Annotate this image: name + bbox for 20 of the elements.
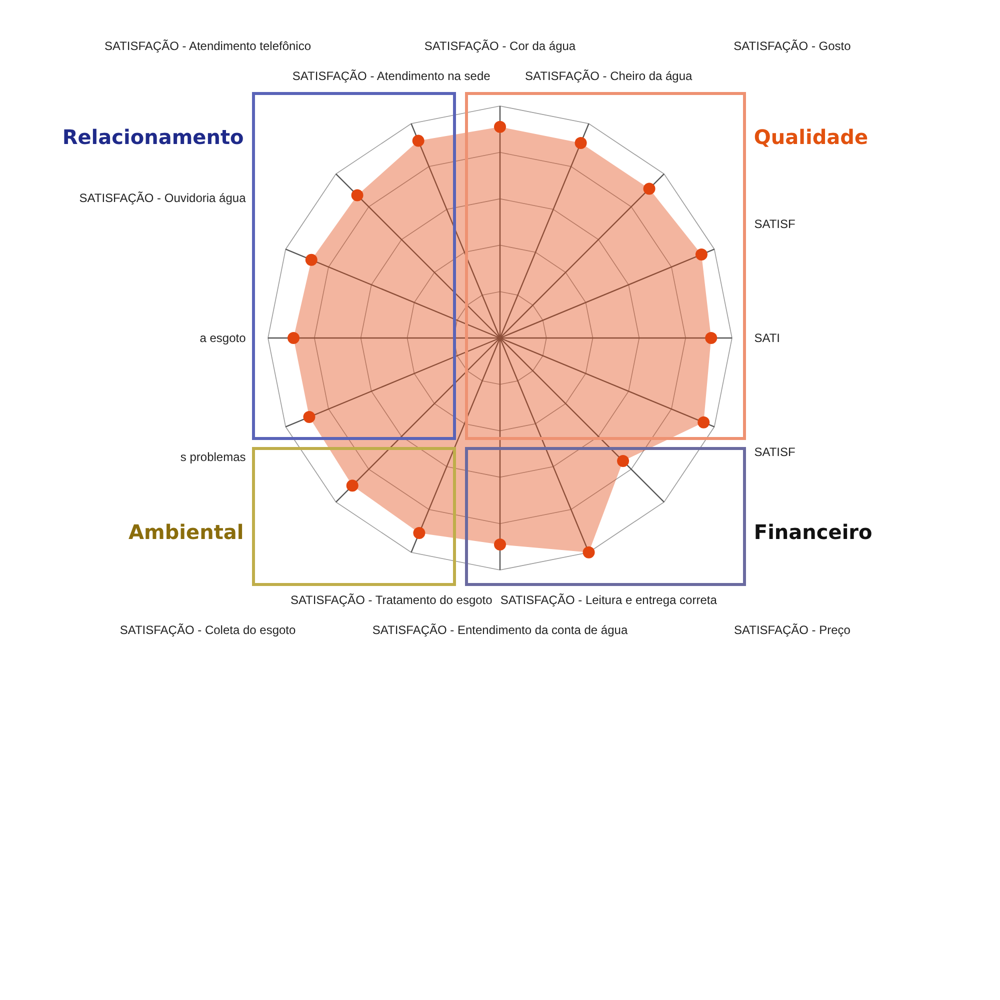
spoke-label: SATISF (754, 217, 796, 232)
spoke-label: SATISFAÇÃO - Tratamento do esgoto (290, 593, 492, 608)
spoke-label: SATISFAÇÃO - Entendimento da conta de água (372, 623, 628, 638)
spoke-label: SATISFAÇÃO - Ouvidoria água (79, 191, 246, 206)
text: Financeiro (754, 520, 872, 544)
spoke-label: SATISFAÇÃO - Coleta do esgoto (120, 623, 296, 638)
spoke-label: SATISFAÇÃO - Cheiro da água (525, 68, 692, 83)
spoke-label: s problemas (180, 450, 246, 464)
text: Ambiental (128, 520, 244, 544)
spoke-label: SATISFAÇÃO - Leitura e entrega correta (500, 593, 717, 608)
spoke-label: SATI (754, 331, 780, 345)
text: Qualidade (754, 125, 868, 150)
spoke-label: SATISFAÇÃO - Atendimento telefônico (104, 38, 312, 53)
spoke-label: SATISFAÇÃO - Gosto (734, 38, 851, 53)
spoke-label: SATISFAÇÃO - Preço (734, 623, 850, 638)
spoke-label: SATISFAÇÃO - Atendimento na sede (292, 68, 490, 83)
spoke-label: SATISFAÇÃO - Cor da água (424, 38, 576, 53)
text: Relacionamento (62, 125, 244, 150)
spoke-label: a esgoto (200, 331, 246, 345)
spoke-label: SATISF (754, 444, 796, 459)
